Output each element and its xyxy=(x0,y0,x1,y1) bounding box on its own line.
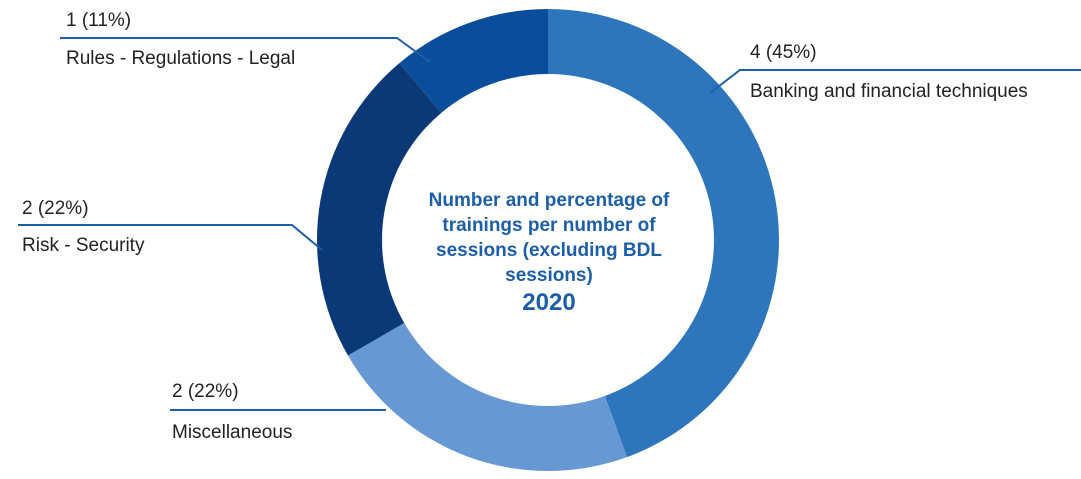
chart-subtitle: 2020 xyxy=(522,289,576,316)
chart-title: Number and percentage of trainings per n… xyxy=(428,190,670,286)
category-label: Rules - Regulations - Legal xyxy=(66,48,295,69)
donut-slice xyxy=(548,9,779,458)
donut-slice xyxy=(317,63,442,356)
value-label: 2 (22%) xyxy=(22,198,89,219)
category-label: Miscellaneous xyxy=(172,422,292,443)
value-label: 2 (22%) xyxy=(172,381,239,402)
category-label: Banking and financial techniques xyxy=(750,81,1028,102)
value-label: 1 (11%) xyxy=(66,10,131,31)
category-label: Risk - Security xyxy=(22,235,145,256)
leader-line xyxy=(709,69,1081,94)
donut-slice xyxy=(399,9,548,113)
leader-line xyxy=(18,224,323,251)
center-label: Number and percentage of trainings per n… xyxy=(418,188,680,318)
leader-line xyxy=(60,37,431,63)
value-label: 4 (45%) xyxy=(750,42,817,63)
donut-slice xyxy=(347,323,628,471)
